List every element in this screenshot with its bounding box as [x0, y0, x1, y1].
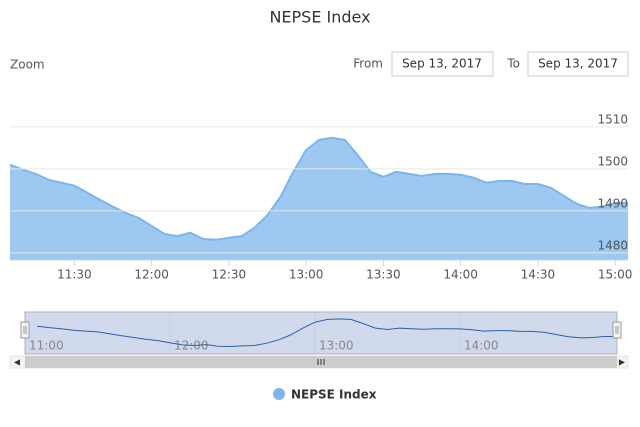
y-tick-label: 1500 — [597, 154, 628, 168]
navigator-tick-label: 14:00 — [464, 339, 499, 353]
x-tick-label: 13:00 — [289, 268, 324, 282]
from-input[interactable] — [391, 51, 494, 77]
x-tick-label: 15:00 — [598, 268, 633, 282]
navigator-tick-label: 13:00 — [319, 339, 354, 353]
to-label: To — [506, 57, 520, 71]
x-tick-label: 12:00 — [134, 268, 169, 282]
x-tick-label: 12:30 — [212, 268, 247, 282]
x-tick-label: 11:30 — [57, 268, 92, 282]
y-tick-label: 1490 — [597, 196, 628, 210]
to-input[interactable] — [527, 51, 629, 77]
x-tick-label: 13:30 — [366, 268, 401, 282]
from-label: From — [353, 57, 383, 71]
legend-symbol[interactable] — [273, 388, 285, 400]
area-fill — [10, 137, 628, 260]
y-tick-label: 1510 — [597, 112, 628, 126]
x-tick-label: 14:30 — [521, 268, 556, 282]
navigator-handle[interactable] — [20, 321, 30, 339]
line — [9, 136, 628, 241]
x-tick-label: 14:00 — [443, 268, 478, 282]
scroll-left[interactable]: ◀ — [14, 358, 21, 367]
zoom-label: Zoom — [10, 58, 45, 72]
navigator-tick-label: 11:00 — [29, 339, 64, 353]
navigator-line — [37, 318, 617, 348]
to-value[interactable]: Sep 13, 2017 — [538, 57, 618, 71]
from-value[interactable]: Sep 13, 2017 — [402, 57, 482, 71]
scroll-right[interactable]: ▶ — [619, 358, 626, 367]
navigator-handle[interactable] — [612, 321, 622, 339]
navigator-mask — [25, 312, 617, 354]
y-tick-label: 1480 — [597, 238, 628, 252]
legend-label[interactable]: NEPSE Index — [291, 388, 377, 402]
chart-title: NEPSE Index — [269, 8, 370, 27]
